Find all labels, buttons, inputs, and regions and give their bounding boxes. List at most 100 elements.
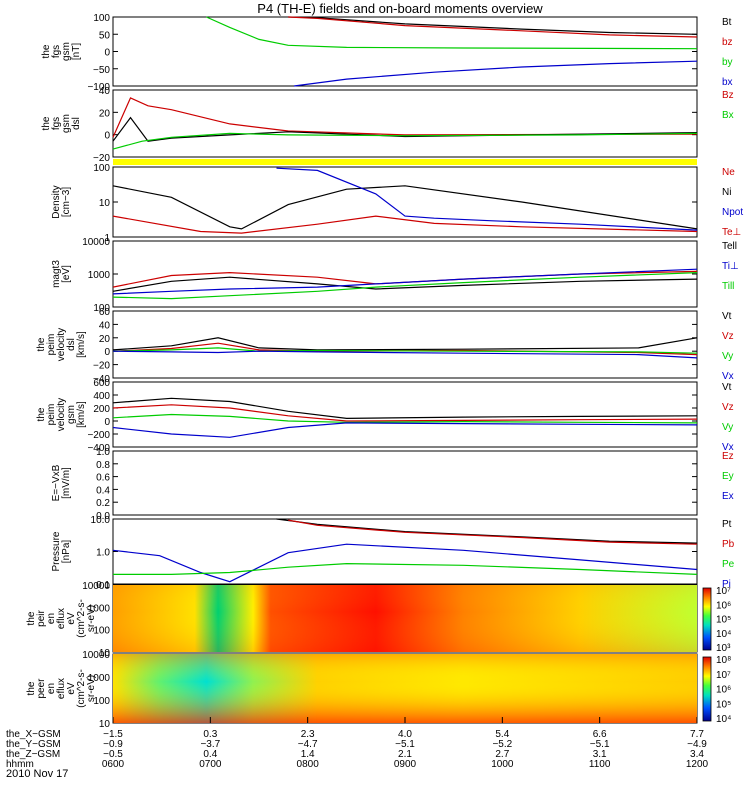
legend-by: by <box>722 57 733 68</box>
y-label-line: eflux <box>56 678 67 699</box>
y-label-line: sr-eV) <box>86 675 97 702</box>
y-tick-label: 0.1 <box>96 580 110 591</box>
y-label-line: (cm^2-s- <box>76 599 87 638</box>
legend-Vt: Vt <box>722 382 732 393</box>
y-tick-label: 100 <box>93 163 110 174</box>
series-line-green <box>112 132 698 150</box>
x-row-value: 0600 <box>102 759 125 770</box>
legend-Ni: Ni <box>722 187 731 198</box>
x-row-value: 0900 <box>394 759 417 770</box>
panel-8: 10.0 1.0 0.1 Pressure [nPa] Pt Pb Pe Pi <box>51 515 735 591</box>
y-tick-label: −40 <box>93 374 110 385</box>
series-line-Vy <box>112 347 698 354</box>
x-row-value: −4.9 <box>687 739 707 750</box>
series-line-Vz <box>112 404 698 422</box>
y-axis-label: the peim velocity dsl [km/s] <box>36 328 87 361</box>
y-label-line: velocity <box>56 398 67 431</box>
y-tick-label: −100 <box>87 82 110 93</box>
y-label-line: the <box>36 407 47 421</box>
y-tick-label: 0.8 <box>96 460 110 471</box>
colorbar-tick-label: 10⁷ <box>716 670 731 681</box>
panel-7: 1.0 0.8 0.60.4 0.2 0.0 E=−VxB [mV/m] Ez Ey Ex <box>51 447 734 522</box>
legend-Vx: Vx <box>722 371 734 382</box>
x-row-value: 2.1 <box>398 749 412 760</box>
legend-Bt: Bt <box>722 17 732 28</box>
series-line-bz <box>288 16 698 38</box>
y-label-line: en <box>46 613 57 624</box>
ion-colorbar <box>702 587 712 651</box>
series-line-Till <box>112 272 698 300</box>
y-label-line: peir <box>36 609 47 626</box>
y-tick-label: 0.4 <box>96 485 110 496</box>
y-label-line: the <box>41 44 52 58</box>
panel-frame <box>112 450 698 516</box>
legend-Pb: Pb <box>722 539 735 550</box>
legend-Vy: Vy <box>722 351 733 362</box>
y-tick-label: −400 <box>87 443 110 454</box>
y-tick-label: −20 <box>93 153 110 164</box>
legend-Ti⊥: Ti⊥ <box>722 261 739 272</box>
x-row-label: hhmm <box>6 759 34 770</box>
y-label-line: en <box>46 683 57 694</box>
series-line-Pb <box>288 519 698 545</box>
x-row-value: 0.4 <box>203 749 217 760</box>
y-tick-label: 40 <box>99 320 111 331</box>
y-tick-label: 10000 <box>82 237 110 248</box>
y-label-line: peim <box>46 404 57 426</box>
y-label-line: dsl <box>71 117 82 130</box>
y-axis-label: the peir en eflux eV (cm^2-s-sr-eV) <box>26 599 97 638</box>
y-axis-label: the peim velocity gsm [km/s] <box>36 398 87 431</box>
y-tick-label: 1 <box>104 233 110 244</box>
legend-bx: bx <box>722 77 733 88</box>
y-axis-label: the fgs gsm dsl <box>41 114 82 133</box>
x-row-label: the_X−GSM <box>6 729 61 740</box>
legend-Vz: Vz <box>722 331 734 342</box>
y-tick-label: 100 <box>93 696 110 707</box>
legend-Pt: Pt <box>722 519 732 530</box>
x-row-label: the_Z−GSM <box>6 749 60 760</box>
legend-Te⊥: Te⊥ <box>722 227 741 238</box>
y-tick-label: 40 <box>99 86 111 97</box>
panel-1: 100 50 0 −50 −100 the fgs gsm [nT] Bt bz by bx <box>41 13 733 93</box>
x-axis-table: the_X−GSM −1.5 0.3 2.3 4.0 5.4 6.6 7.7 the_Y−GSM… <box>6 717 709 770</box>
series-line-Vx <box>112 422 698 438</box>
colorbar-tick-label: 10⁷ <box>716 586 731 597</box>
y-tick-label: 1.0 <box>96 447 110 458</box>
y-label-line: E=−VxB <box>51 464 62 501</box>
x-row-value: −5.1 <box>590 739 610 750</box>
electron-spectrogram <box>113 654 697 723</box>
y-tick-label: −50 <box>93 65 110 76</box>
y-label-line: [mV/m] <box>61 467 72 499</box>
y-tick-label: 200 <box>93 404 110 415</box>
x-row-value: 0.3 <box>203 729 217 740</box>
legend-Vx: Vx <box>722 442 734 453</box>
y-tick-label: 100 <box>93 13 110 24</box>
x-row-value: 5.4 <box>495 729 509 740</box>
y-label-line: [nT] <box>71 43 82 60</box>
panel-6: 600 400 200 0 −200 −400 the peim velocity gsm [km/… <box>36 378 734 454</box>
legend-Vy: Vy <box>722 422 733 433</box>
legend-Ex: Ex <box>722 491 734 502</box>
y-axis-label: the peer en eflux eV (cm^2-s-sr-eV) <box>26 669 97 708</box>
y-tick-label: 50 <box>99 30 111 41</box>
panel-3: 100 10 1 Density [cm−3] Ne Ni Npot Te⊥ <box>51 163 743 244</box>
panel-2: 40 20 0 −20 the fgs gsm dsl Bz Bx <box>41 86 734 164</box>
y-label-line: magt3 <box>51 260 62 288</box>
y-tick-label: 0.6 <box>96 473 110 484</box>
colorbar-tick-label: 10⁴ <box>716 629 731 640</box>
panel-frame <box>112 381 698 448</box>
y-label-line: sr-eV) <box>86 605 97 632</box>
date-label: 2010 Nov 17 <box>6 768 68 780</box>
series-line-black <box>112 116 698 142</box>
legend-Ez: Ez <box>722 451 734 462</box>
colorbar-tick-label: 10³ <box>716 643 731 654</box>
y-label-line: Density <box>51 185 62 218</box>
series-line-by <box>206 16 698 50</box>
y-tick-label: 1000 <box>88 673 111 684</box>
series-line-Vt <box>112 397 698 420</box>
y-tick-label: −200 <box>87 430 110 441</box>
ion-spectrogram <box>113 585 697 652</box>
x-row-value: 3.1 <box>593 749 607 760</box>
colorbar-tick-label: 10⁵ <box>716 615 731 626</box>
